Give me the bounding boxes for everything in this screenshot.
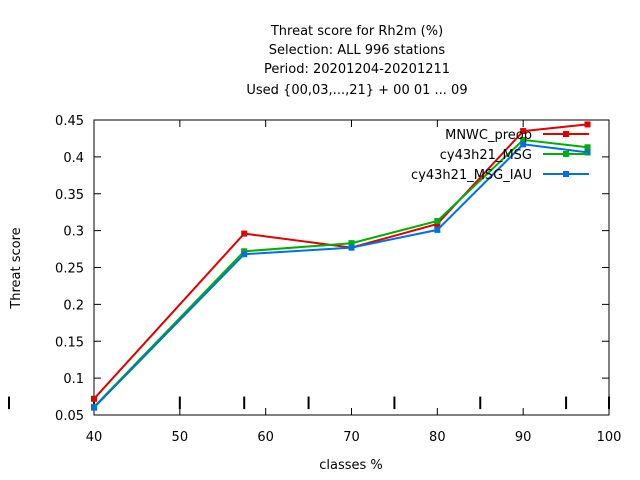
title-line-2: Selection: ALL 996 stations	[269, 43, 446, 58]
data-point	[584, 121, 591, 128]
series-line-MNWC_preop	[93, 123, 588, 400]
legend-marker	[563, 171, 569, 177]
data-point	[91, 395, 97, 402]
data-point	[241, 230, 248, 237]
x-tick-label: 60	[257, 430, 274, 445]
legend-label: cy43h21_MSG_IAU	[411, 168, 532, 183]
x-tick-label: 80	[429, 430, 446, 445]
data-point	[584, 144, 591, 151]
plot-area-border	[93, 119, 610, 416]
series-line-cy43h21_MSG	[93, 138, 588, 408]
x-tick-label: 100	[597, 430, 622, 445]
y-tick-label: 0.45	[55, 114, 84, 129]
x-tick-label: 40	[86, 430, 103, 445]
y-tick-label: 0.15	[55, 335, 84, 350]
data-point	[584, 149, 591, 156]
title-line-1: Threat score for Rh2m (%)	[270, 24, 443, 39]
y-tick-label: 0.2	[63, 298, 84, 313]
y-tick-label: 0.3	[63, 225, 84, 240]
title-line-3: Period: 20201204-20201211	[264, 62, 450, 77]
title-line-4: Used {00,03,...,21} + 00 01 ... 09	[246, 83, 467, 98]
data-point	[434, 226, 441, 233]
x-tick-label: 90	[515, 430, 532, 445]
legend-marker	[563, 131, 569, 137]
data-point	[520, 136, 527, 143]
y-tick-label: 0.35	[55, 188, 84, 203]
y-axis-label: Threat score	[9, 227, 24, 309]
legend-label: cy43h21_MSG	[440, 148, 532, 163]
y-tick-label: 0.05	[55, 409, 84, 424]
y-tick-label: 0.1	[63, 372, 84, 387]
series-lines	[91, 121, 591, 411]
legend: MNWC_preop cy43h21_MSG cy43h21_MSG_IAU	[411, 128, 589, 183]
data-point	[91, 404, 97, 411]
data-point	[520, 128, 527, 135]
y-tick-label: 0.4	[63, 151, 84, 166]
legend-marker	[563, 151, 569, 157]
legend-label: MNWC_preop	[445, 128, 532, 143]
x-tick-label: 70	[343, 430, 360, 445]
x-axis: 40 50 60 70 80 90 100	[86, 120, 622, 445]
chart-title: Threat score for Rh2m (%) Selection: ALL…	[246, 24, 467, 98]
data-point	[348, 240, 355, 247]
data-point	[434, 218, 441, 225]
x-tick-label: 50	[172, 430, 189, 445]
y-tick-label: 0.25	[55, 262, 84, 277]
data-point	[520, 141, 527, 148]
data-point	[348, 244, 355, 251]
y-axis: 0.05 0.1 0.15 0.2 0.25 0.3 0.35 0.4 0.45	[55, 114, 609, 424]
data-point	[241, 251, 248, 258]
series-line-cy43h21_MSG_IAU	[93, 143, 588, 409]
x-axis-label: classes %	[319, 458, 383, 473]
